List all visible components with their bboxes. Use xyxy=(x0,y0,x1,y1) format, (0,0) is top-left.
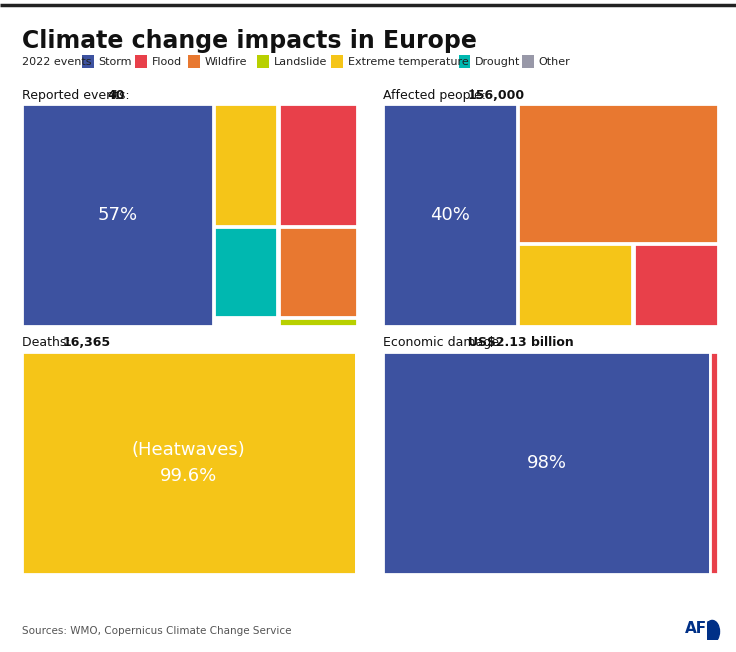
Text: Sources: WMO, Copernicus Climate Change Service: Sources: WMO, Copernicus Climate Change … xyxy=(22,626,291,636)
Text: 98%: 98% xyxy=(526,454,567,472)
Bar xyxy=(279,227,357,317)
Text: Wildfire: Wildfire xyxy=(205,57,247,67)
Text: Reported events:: Reported events: xyxy=(22,89,134,102)
Text: Extreme temperature: Extreme temperature xyxy=(347,57,468,67)
Text: Storm: Storm xyxy=(99,57,132,67)
Bar xyxy=(279,318,357,326)
Text: 2022 events: 2022 events xyxy=(22,57,91,67)
Text: Deaths:: Deaths: xyxy=(22,336,75,349)
Bar xyxy=(214,227,277,317)
Text: (Heatwaves)
99.6%: (Heatwaves) 99.6% xyxy=(132,441,246,485)
Bar xyxy=(634,244,718,326)
Text: Economic damage:: Economic damage: xyxy=(383,336,507,349)
Text: 156,000: 156,000 xyxy=(468,89,525,102)
Bar xyxy=(355,352,357,574)
Text: 40: 40 xyxy=(107,89,124,102)
Text: Drought: Drought xyxy=(475,57,520,67)
Text: Flood: Flood xyxy=(152,57,182,67)
Circle shape xyxy=(705,621,720,643)
Bar xyxy=(518,104,718,243)
Text: Climate change impacts in Europe: Climate change impacts in Europe xyxy=(22,29,477,53)
Bar xyxy=(22,104,213,326)
Text: 40%: 40% xyxy=(430,206,470,224)
Text: Other: Other xyxy=(539,57,570,67)
Bar xyxy=(214,104,277,226)
Bar xyxy=(710,352,718,574)
Text: US$2.13 billion: US$2.13 billion xyxy=(468,336,573,349)
Bar xyxy=(383,104,517,326)
Text: AFP: AFP xyxy=(684,621,718,636)
Text: Affected people:: Affected people: xyxy=(383,89,489,102)
Bar xyxy=(279,104,357,226)
Text: Landslide: Landslide xyxy=(274,57,327,67)
Bar xyxy=(518,244,632,326)
Text: 16,365: 16,365 xyxy=(62,336,110,349)
Text: 57%: 57% xyxy=(97,206,138,224)
